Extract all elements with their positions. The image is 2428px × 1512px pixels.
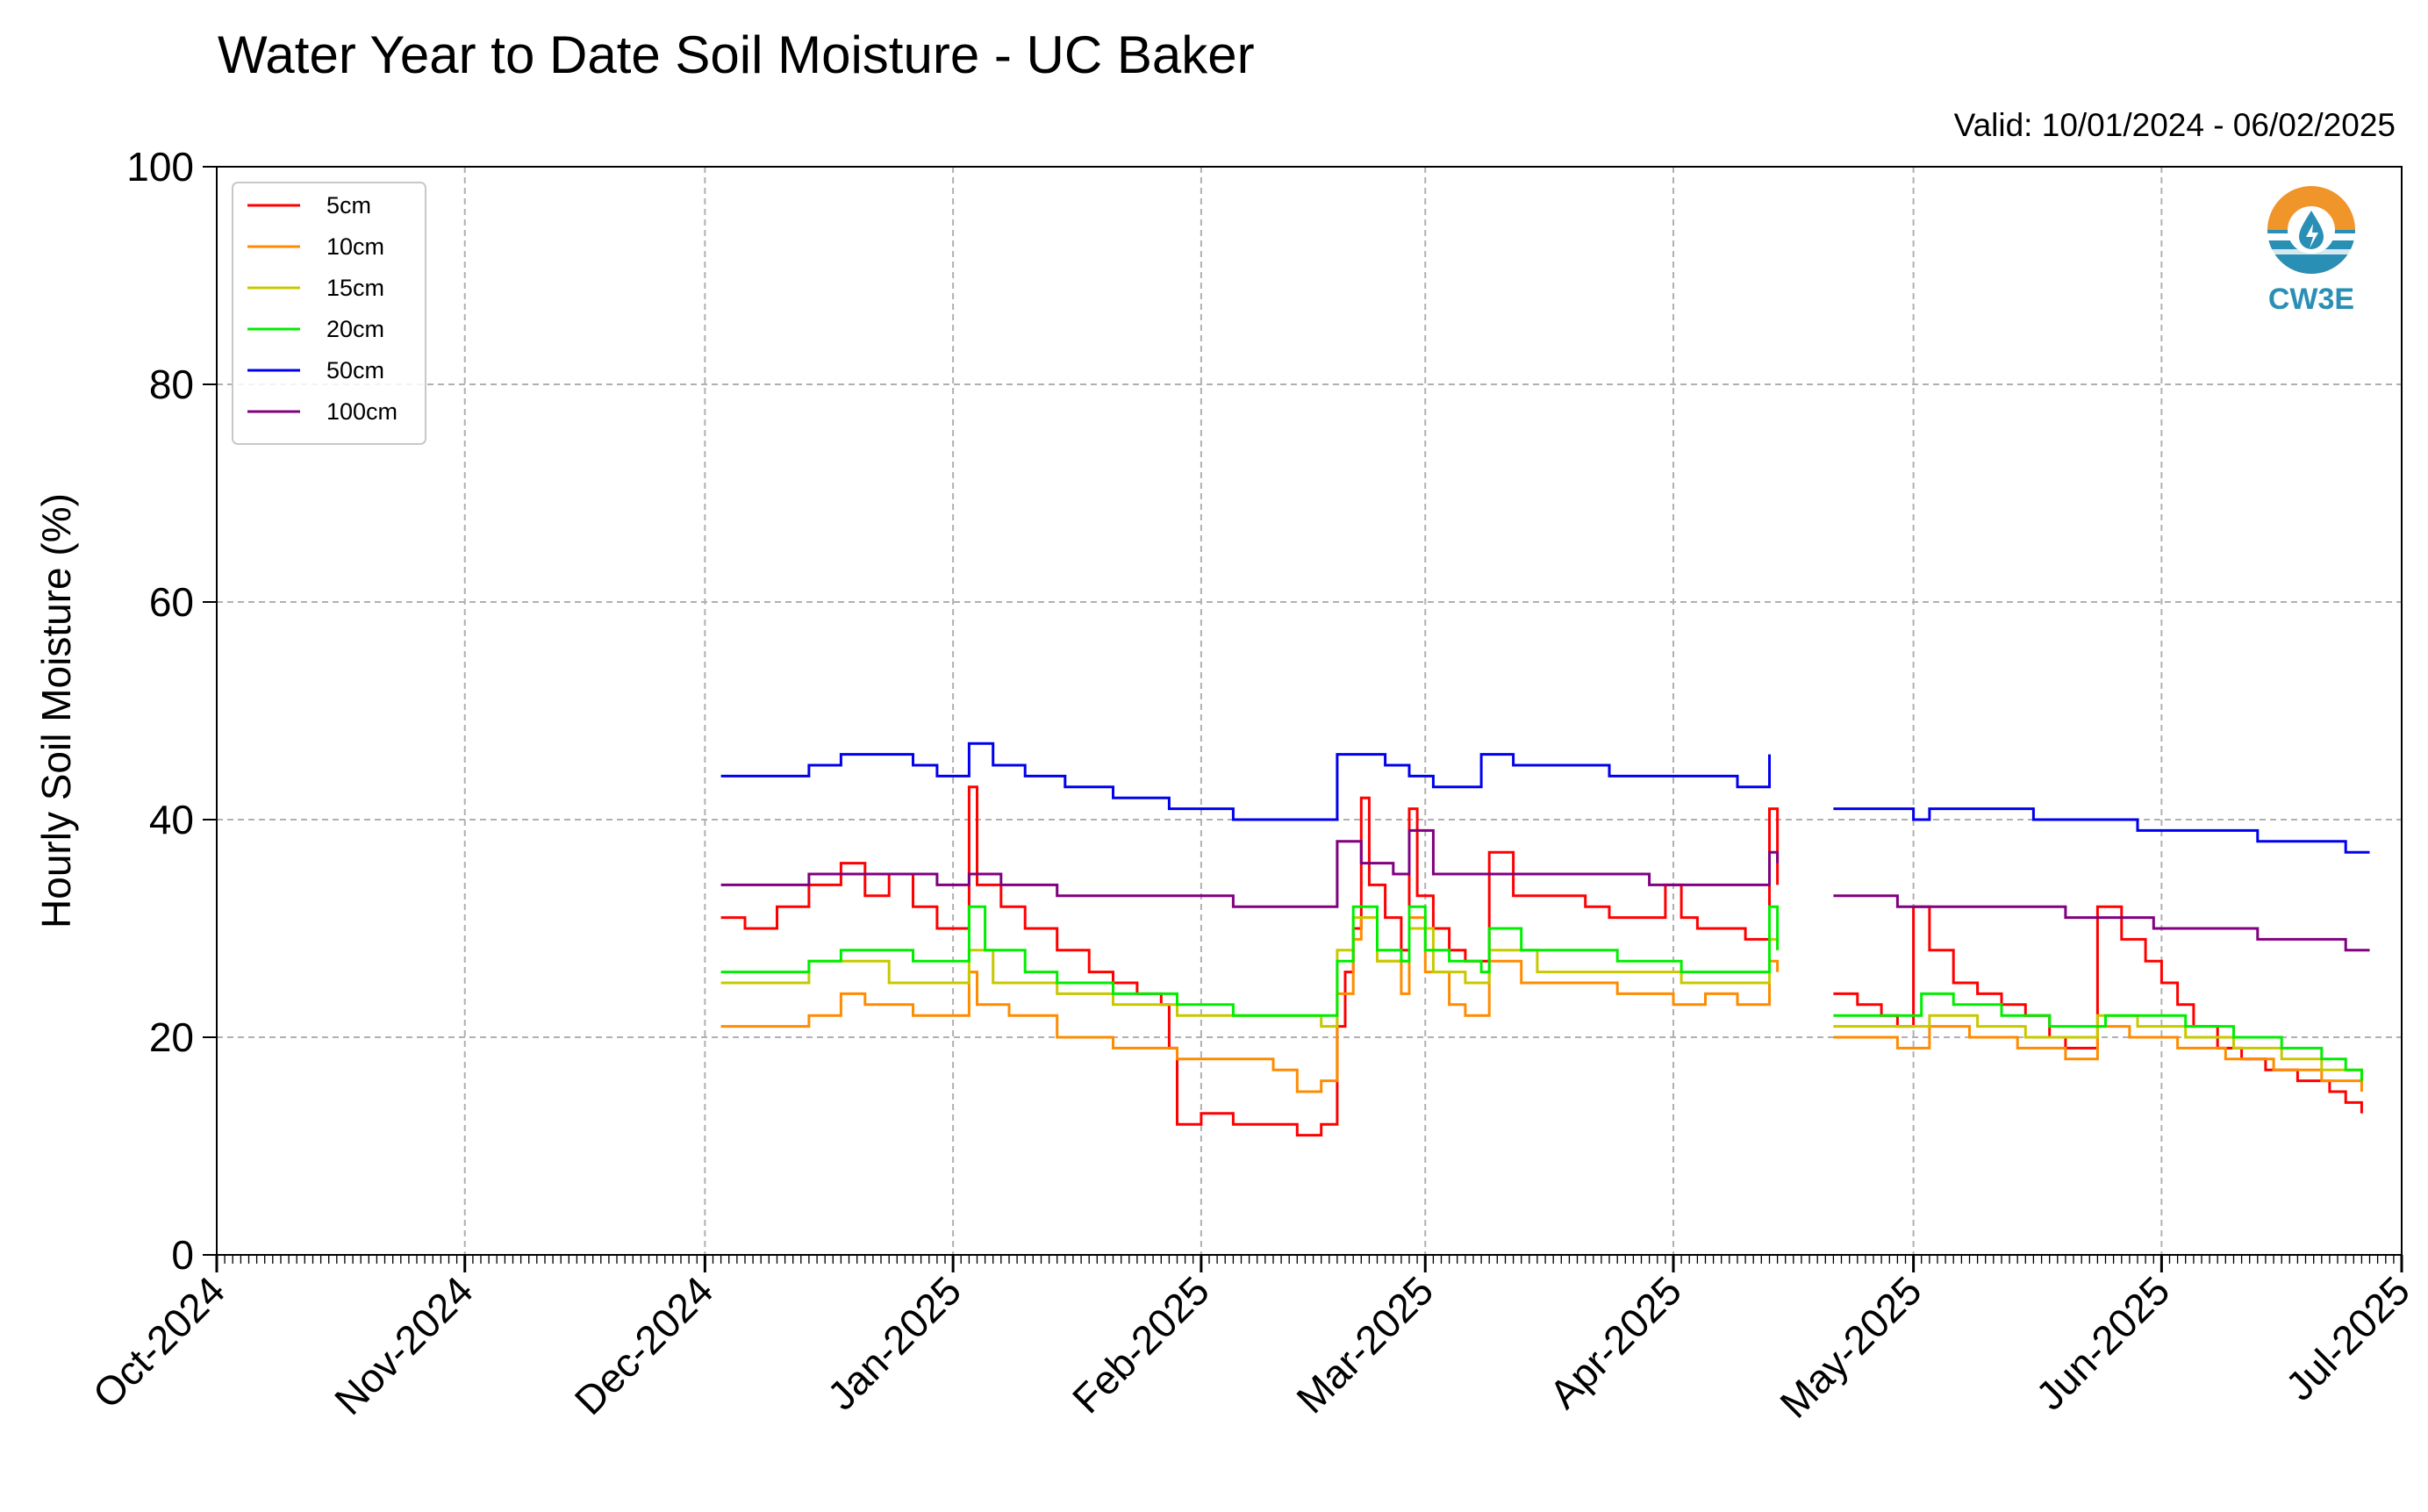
cw3e-water-drop-logo-icon xyxy=(2267,186,2355,274)
y-tick-label: 60 xyxy=(149,579,194,625)
y-tick-label: 100 xyxy=(126,144,194,190)
y-axis-label: Hourly Soil Moisture (%) xyxy=(33,493,79,928)
legend: 5cm 10cm 15cm 20cm 50cm 100cm xyxy=(232,182,426,445)
x-tick-label: May-2025 xyxy=(1771,1267,1930,1426)
grid-lines xyxy=(217,167,2402,1255)
series-line-20cm xyxy=(1833,992,2363,1081)
series-line-100cm xyxy=(1833,894,2370,952)
series-line-10cm xyxy=(1833,1025,2363,1092)
x-tick-label: Mar-2025 xyxy=(1287,1267,1442,1422)
valid-date-range: Valid: 10/01/2024 - 06/02/2025 xyxy=(1953,107,2396,143)
series-line-50cm xyxy=(720,742,1771,821)
x-tick-label: Jan-2025 xyxy=(819,1267,970,1418)
cw3e-logo: CW3E xyxy=(2267,186,2355,316)
y-tick-label: 80 xyxy=(149,362,194,407)
legend-label-5cm: 5cm xyxy=(326,192,371,219)
x-tick-label: Apr-2025 xyxy=(1540,1267,1690,1417)
chart-title: Water Year to Date Soil Moisture - UC Ba… xyxy=(218,25,1255,84)
legend-label-10cm: 10cm xyxy=(326,233,384,260)
series-line-100cm xyxy=(720,828,1780,908)
series-line-20cm xyxy=(720,905,1780,1017)
series-line-10cm xyxy=(720,916,1780,1093)
series-lines xyxy=(720,742,2370,1137)
series-line-5cm xyxy=(1833,905,2363,1114)
legend-label-20cm: 20cm xyxy=(326,316,384,342)
y-tick-label: 20 xyxy=(149,1014,194,1060)
legend-label-15cm: 15cm xyxy=(326,275,384,301)
x-tick-label: Dec-2024 xyxy=(566,1267,722,1423)
series-line-5cm xyxy=(720,785,1780,1137)
x-tick-label: Oct-2024 xyxy=(84,1267,234,1417)
y-tick-label: 40 xyxy=(149,797,194,842)
series-line-50cm xyxy=(1833,807,2370,854)
plot-frame xyxy=(216,166,2403,1256)
x-minor-ticks xyxy=(216,1255,2403,1264)
x-tick-label: Nov-2024 xyxy=(326,1267,482,1423)
logo-text: CW3E xyxy=(2268,283,2354,316)
axes: 0 20 40 60 80 100 Oct-2024 Nov-2024 Dec-2024 Jan-… xyxy=(84,144,2419,1427)
x-tick-label: Jun-2025 xyxy=(2027,1267,2178,1418)
x-tick-label: Feb-2025 xyxy=(1064,1267,1218,1422)
series-line-15cm xyxy=(720,916,1780,1028)
x-tick-label: Jul-2025 xyxy=(2277,1267,2419,1409)
legend-label-50cm: 50cm xyxy=(326,357,384,383)
y-tick-label: 0 xyxy=(171,1232,194,1278)
legend-label-100cm: 100cm xyxy=(326,398,398,425)
